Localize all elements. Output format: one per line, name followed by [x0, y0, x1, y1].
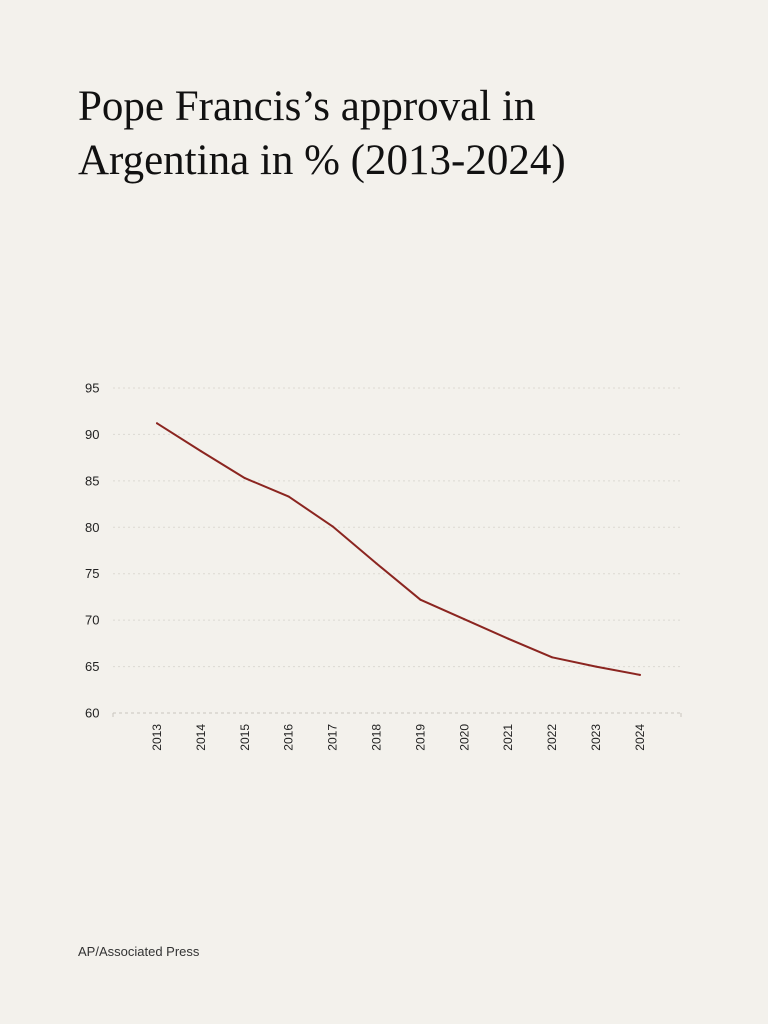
data-point-2014: [199, 450, 202, 453]
x-tick-label-2013: 2013: [150, 724, 164, 751]
x-tick-label-2016: 2016: [282, 724, 296, 751]
data-point-2013: [156, 422, 158, 425]
x-tick-label-2018: 2018: [370, 724, 384, 751]
x-tick-label-2020: 2020: [457, 724, 471, 751]
data-point-2022: [551, 656, 554, 659]
data-point-2023: [595, 665, 597, 668]
x-axis: 2013 2014 2015 2016 2017 2018 2019 2020 2021 2022…: [112, 712, 682, 751]
x-tick-label-2017: 2017: [326, 724, 340, 751]
series-layer: [156, 422, 641, 676]
y-tick-label-85: 85: [85, 473, 99, 488]
data-point-2018: [375, 562, 378, 565]
y-tick-label-80: 80: [85, 520, 99, 535]
data-point-2019: [419, 598, 422, 601]
y-tick-label-60: 60: [85, 706, 99, 721]
data-point-2021: [507, 637, 510, 640]
data-point-2024: [638, 673, 641, 676]
x-tick-label-2024: 2024: [633, 724, 647, 751]
y-tick-label-65: 65: [85, 659, 99, 674]
data-point-2015: [243, 477, 246, 480]
y-tick-label-75: 75: [85, 566, 99, 581]
y-tick-label-95: 95: [85, 381, 99, 396]
x-tick-label-2015: 2015: [238, 724, 252, 751]
x-tick-label-2014: 2014: [194, 724, 208, 751]
data-point-2017: [331, 525, 334, 528]
data-point-2016: [287, 495, 290, 498]
x-tick-label-2023: 2023: [589, 724, 603, 751]
data-point-2020: [463, 618, 466, 621]
grid-lines: [113, 387, 681, 668]
x-tick-label-2022: 2022: [545, 724, 559, 751]
y-axis: 60 65 70 75 80 85 90 95: [85, 381, 99, 721]
source-credit: AP/Associated Press: [78, 944, 200, 959]
chart-title: Pope Francis’s approval in Argentina in …: [78, 83, 566, 184]
y-tick-label-70: 70: [85, 613, 99, 628]
y-tick-label-90: 90: [85, 427, 99, 442]
x-tick-label-2019: 2019: [413, 724, 427, 751]
series-line-0: [156, 422, 641, 676]
x-tick-label-2021: 2021: [501, 724, 515, 751]
